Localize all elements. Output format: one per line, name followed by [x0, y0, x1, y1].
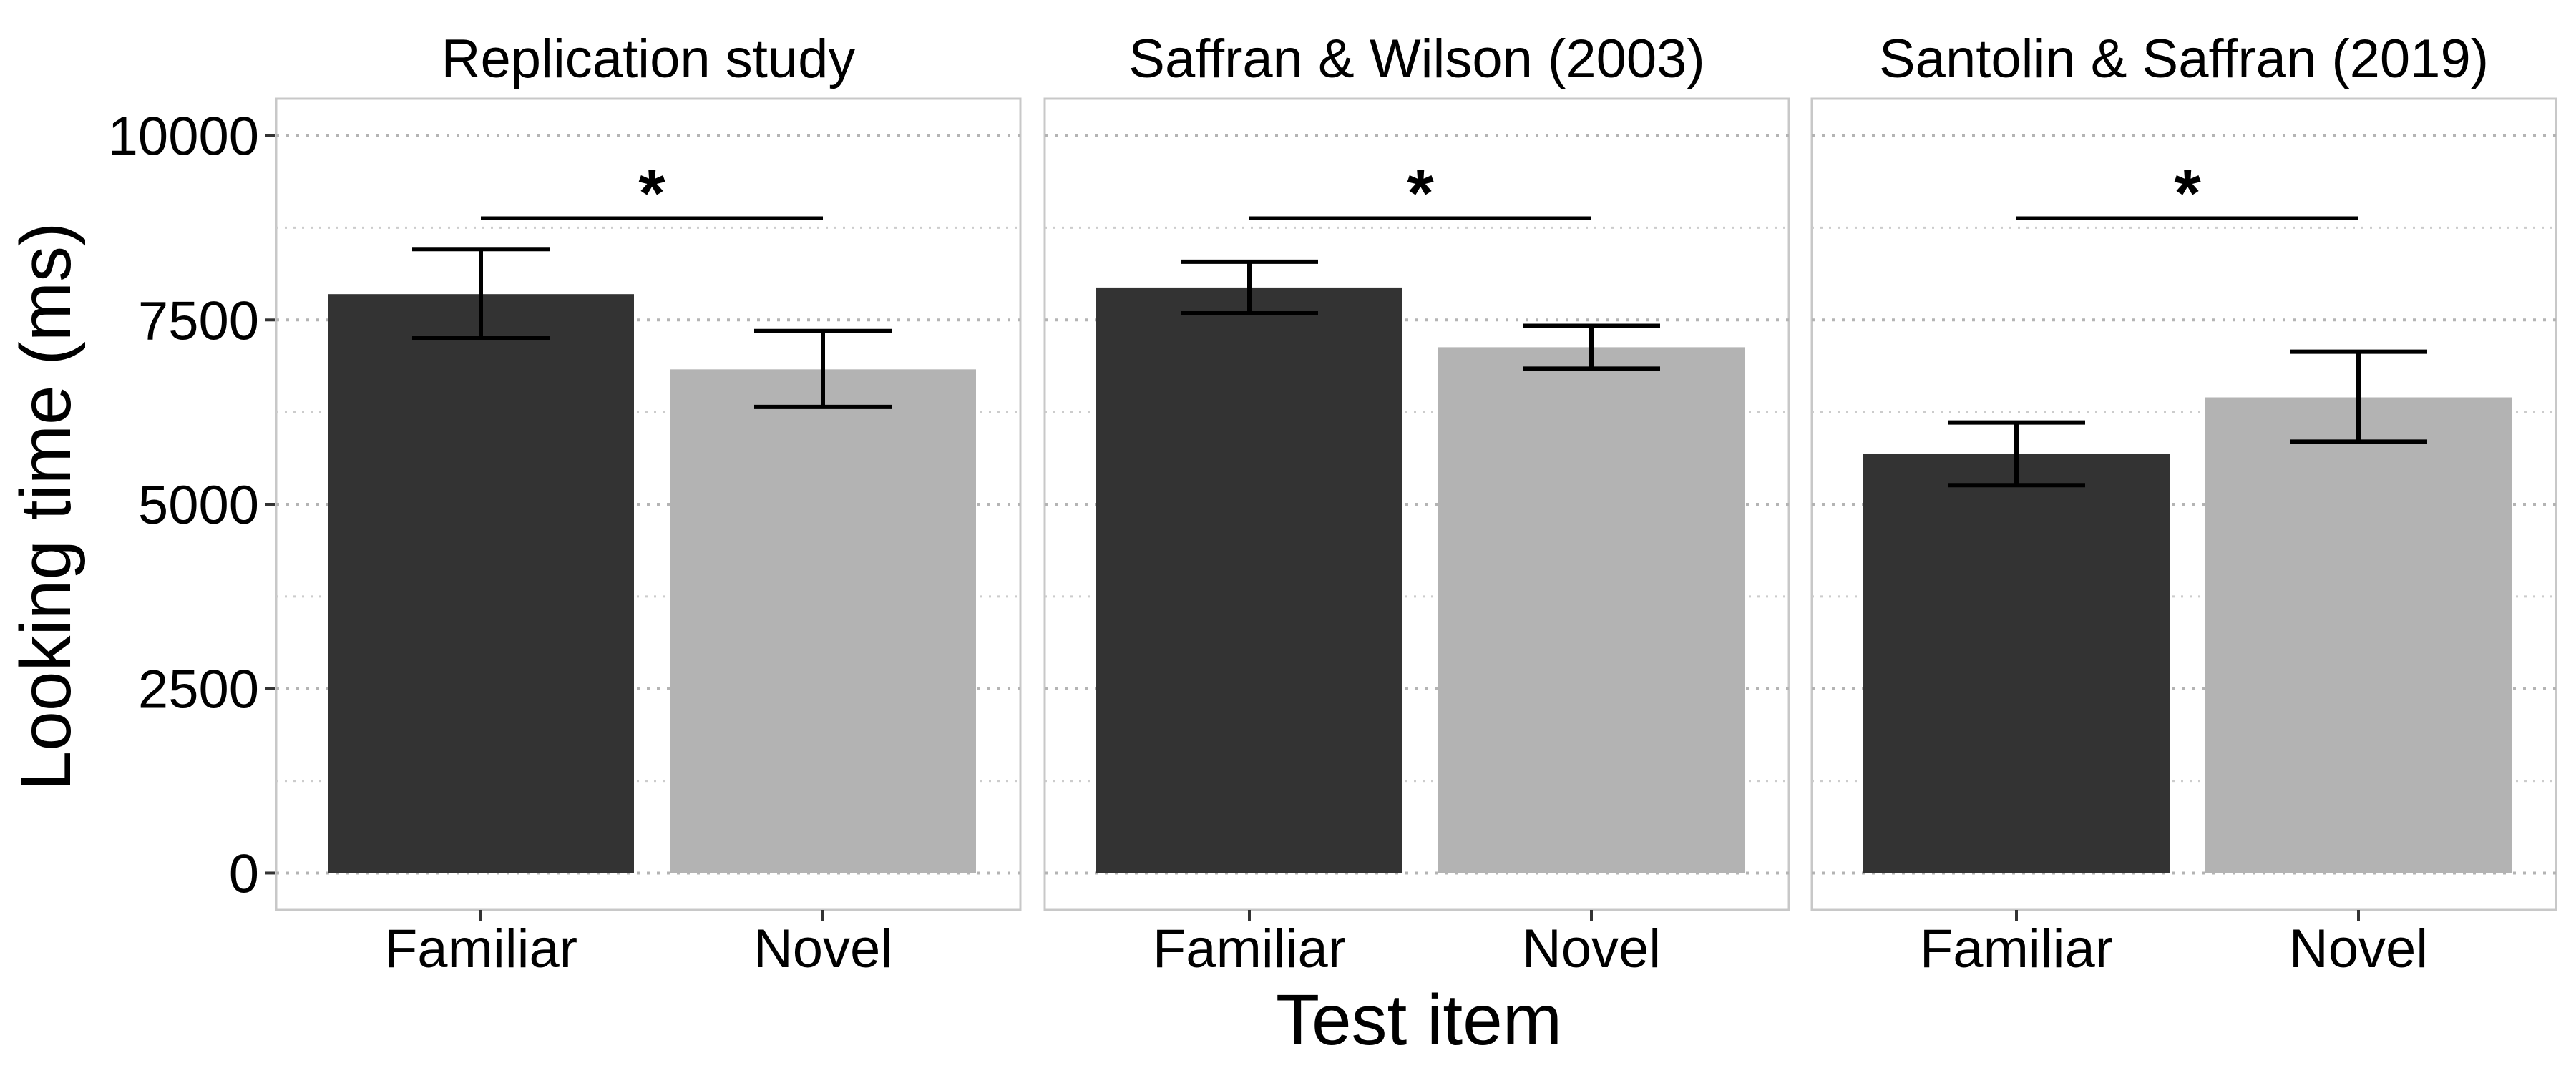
panel-title: Santolin & Saffran (2019) — [1879, 29, 2489, 89]
significance-marker: * — [638, 155, 665, 232]
x-tick-label: Familiar — [1153, 918, 1346, 979]
panel-title: Saffran & Wilson (2003) — [1128, 29, 1704, 89]
y-tick-label: 0 — [229, 843, 259, 904]
x-tick-label: Familiar — [384, 918, 577, 979]
x-tick-label: Novel — [2289, 918, 2428, 979]
x-tick-label: Novel — [1522, 918, 1661, 979]
y-tick-label: 2500 — [138, 660, 259, 720]
x-tick-label: Familiar — [1920, 918, 2113, 979]
significance-marker: * — [1407, 155, 1434, 232]
panel-2: Saffran & Wilson (2003) Familiar Novel * — [1043, 29, 1790, 979]
bar-novel — [1438, 347, 1745, 873]
bar-novel — [2205, 397, 2512, 873]
panel-title: Replication study — [441, 29, 856, 89]
bar-novel — [670, 369, 976, 873]
panel-1: Replication study Familiar Novel * — [275, 29, 1022, 979]
x-axis-title: Test item — [1276, 980, 1562, 1060]
significance-marker: * — [2174, 155, 2201, 232]
x-tick-label: Novel — [753, 918, 892, 979]
bar-familiar — [1863, 454, 2170, 873]
y-axis-title: Looking time (ms) — [6, 222, 86, 791]
bar-familiar — [328, 294, 634, 873]
panel-3: Santolin & Saffran (2019) Familiar Novel * — [1810, 29, 2557, 979]
bar-familiar — [1096, 287, 1402, 873]
y-tick-label: 7500 — [138, 290, 259, 351]
y-tick-label: 10000 — [108, 107, 259, 167]
y-tick-label: 5000 — [138, 475, 259, 536]
